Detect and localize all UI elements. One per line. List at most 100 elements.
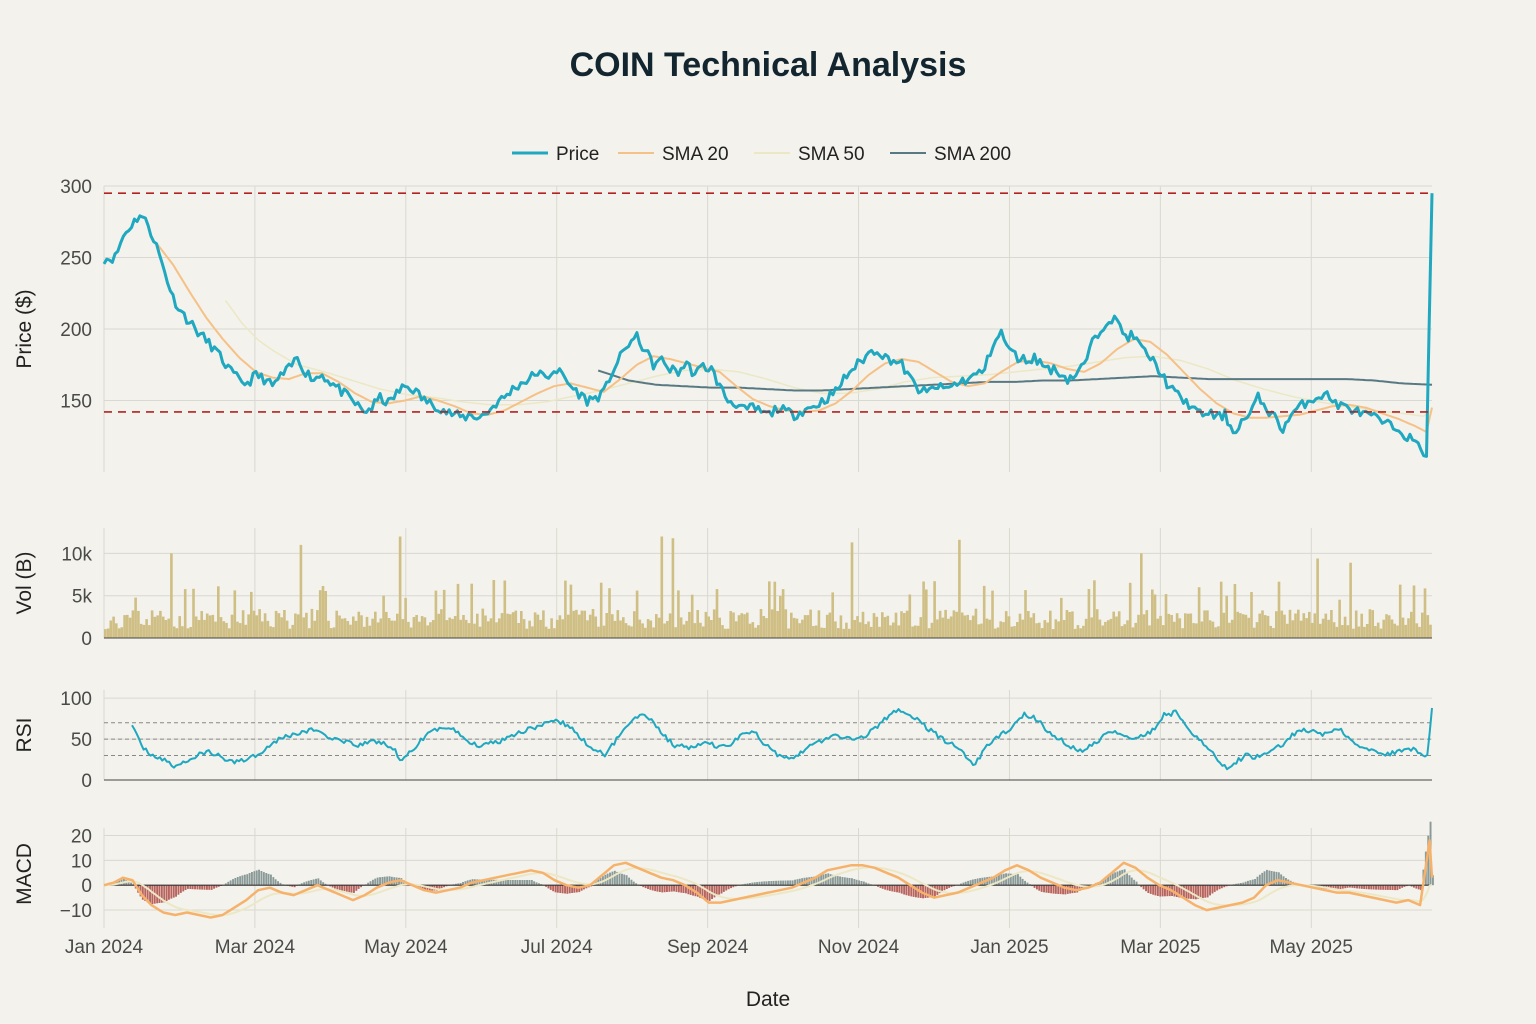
volume-bar [784, 609, 788, 638]
volume-bar [803, 615, 807, 638]
macd-histogram-bar [960, 883, 962, 886]
volume-bar [1057, 621, 1060, 638]
macd-line [103, 839, 1434, 919]
macd-histogram-bar [267, 873, 270, 886]
macd-histogram-bar [843, 877, 846, 886]
volume-bar [630, 626, 633, 638]
macd-histogram-bar [924, 885, 927, 898]
volume-bar [473, 623, 476, 638]
volume-bar [721, 625, 724, 638]
macd-histogram-bar [839, 876, 841, 886]
volume-bar [759, 609, 763, 638]
macd-histogram-bar [1277, 872, 1280, 886]
macd-histogram-bar [1339, 885, 1342, 889]
macd-histogram-bar [1057, 885, 1060, 894]
volume-bar [991, 590, 994, 638]
volume-bar [993, 628, 997, 638]
volume-bar [969, 620, 972, 638]
macd-histogram-bar [545, 885, 547, 887]
volume-bar [219, 617, 223, 638]
volume-bar [1093, 580, 1096, 638]
volume-bar [1316, 558, 1319, 638]
macd-histogram-bar [248, 873, 251, 886]
macd-histogram-bar [663, 885, 666, 893]
macd-histogram-bar [369, 881, 372, 886]
macd-histogram-bar [172, 885, 175, 898]
volume-bar [385, 611, 388, 638]
volume-bar [1327, 619, 1330, 638]
volume-bar [459, 619, 463, 638]
macd-histogram-bar [1154, 885, 1157, 896]
volume-bar [1239, 613, 1242, 638]
volume-bar [1184, 613, 1187, 638]
volume-bar [553, 628, 556, 638]
macd-histogram-bar [203, 885, 206, 890]
macd-histogram-bar [191, 885, 194, 890]
volume-bar [690, 594, 694, 638]
macd-histogram-bar [334, 885, 336, 889]
volume-bar [726, 628, 730, 638]
volume-bar [641, 623, 644, 638]
macd-histogram-bar [1410, 885, 1413, 887]
volume-bar [831, 592, 835, 638]
volume-bar [966, 614, 970, 638]
macd-histogram-bar [1166, 885, 1169, 897]
volume-bar [693, 623, 697, 638]
volume-bar [1162, 625, 1165, 638]
volume-bar [104, 629, 107, 638]
sma20-line [155, 242, 1433, 433]
macd-histogram-bar [962, 882, 965, 886]
macd-histogram-bar [519, 880, 521, 886]
volume-bar [211, 614, 215, 638]
x-tick-label: Mar 2024 [215, 937, 296, 958]
volume-bar [522, 619, 526, 638]
chart-title: COIN Technical Analysis [570, 46, 967, 84]
macd-histogram-bar [258, 869, 260, 886]
volume-bar [285, 620, 289, 638]
volume-bar [448, 617, 452, 638]
macd-histogram-bar [1244, 881, 1247, 886]
macd-histogram-bar [677, 885, 680, 893]
volume-bar [1324, 613, 1328, 638]
volume-bar [616, 610, 620, 638]
macd-histogram-bar [217, 885, 220, 887]
volume-bar [949, 616, 953, 638]
volume-bar [442, 589, 446, 638]
volume-bar [1181, 628, 1184, 638]
volume-bar [817, 610, 821, 638]
macd-histogram-bar [891, 885, 894, 892]
volume-bar [1368, 609, 1372, 638]
macd-histogram-bar [1334, 885, 1337, 890]
volume-bar [536, 614, 540, 638]
volume-bar [1382, 619, 1386, 638]
legend-label: Price [556, 144, 599, 165]
volume-bar [925, 589, 928, 638]
volume-bar [230, 614, 234, 638]
macd-histogram-bar [464, 881, 467, 886]
volume-bar [974, 608, 978, 638]
volume-bar [445, 620, 449, 638]
volume-bar [1062, 620, 1066, 638]
macd-histogram-bar [964, 881, 967, 886]
volume-bar [335, 610, 339, 638]
volume-bar [1272, 628, 1275, 638]
volume-bar [853, 620, 857, 638]
volume-bar [1137, 614, 1140, 638]
macd-histogram-bar [262, 872, 265, 886]
macd-histogram-bar [758, 881, 761, 886]
volume-bar [280, 617, 283, 638]
macd-histogram-bar [538, 883, 540, 886]
macd-histogram-bar [478, 879, 481, 886]
volume-bar [867, 621, 870, 638]
macd-histogram-bar [1038, 885, 1041, 891]
macd-histogram-bar [1109, 874, 1112, 886]
volume-bar [1396, 625, 1399, 638]
macd-histogram-bar [929, 885, 932, 898]
macd-histogram-bar [756, 882, 758, 886]
macd-histogram-bar [260, 871, 263, 886]
macd-histogram-bar [1007, 873, 1010, 886]
volume-bar [340, 618, 344, 638]
macd-histogram-bar [533, 881, 536, 886]
macd-histogram-bar [1382, 885, 1385, 890]
volume-bar [1148, 625, 1151, 638]
